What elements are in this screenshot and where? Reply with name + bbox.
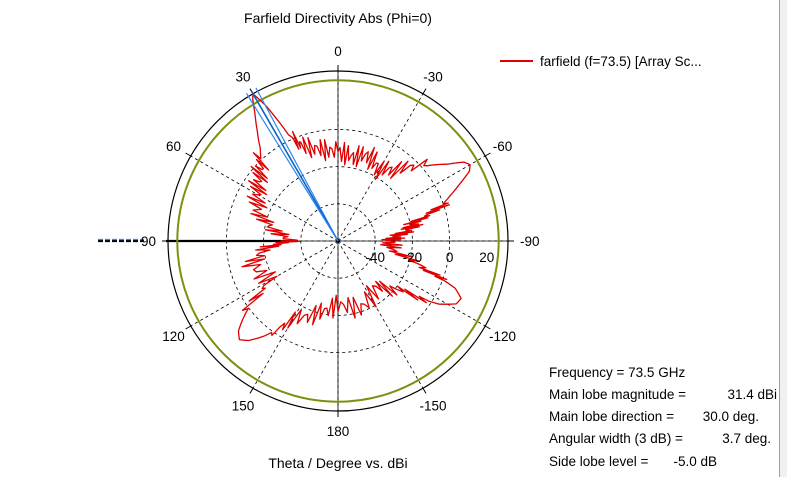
info-angular-width-value: 3.7 deg.: [722, 431, 771, 446]
radial-tick-labels: -40 -20 0 20: [365, 250, 494, 265]
info-main-lobe-direction-label: Main lobe direction =: [549, 409, 674, 424]
radial-tick-label: 0: [446, 250, 454, 265]
grid-spoke: [190, 240, 339, 327]
reference-circle-group: [176, 79, 500, 403]
angle-tick-label: -90: [520, 234, 540, 249]
angle-tick-label: 90: [141, 234, 156, 249]
grid-spoke: [252, 240, 339, 389]
window-edge-scrollbar[interactable]: [779, 0, 787, 477]
polar-grid: [98, 65, 514, 417]
angle-tick: [484, 325, 491, 330]
grid-spoke: [337, 240, 424, 389]
info-main-lobe-direction-value: 30.0 deg.: [703, 409, 759, 424]
beam-line: [255, 87, 339, 242]
angle-tick-label: 120: [162, 329, 185, 344]
angle-tick-label: 30: [235, 69, 250, 84]
angle-tick: [249, 387, 254, 394]
grid-spoke: [337, 240, 486, 327]
angle-tick: [185, 152, 192, 157]
angle-tick-label: -60: [493, 139, 513, 154]
beam-line: [245, 93, 339, 242]
info-side-lobe-value: -5.0 dB: [673, 454, 717, 469]
angle-tick-label: -150: [419, 399, 446, 414]
radial-tick-label: 20: [479, 250, 494, 265]
angle-tick: [422, 88, 427, 95]
reference-circle: [176, 79, 500, 403]
pattern-curve: [237, 93, 471, 342]
angle-tick-labels: 0 -30 -60 -90 -120 -150 180 150 120 90 60 30: [141, 44, 540, 439]
info-angular-width-label: Angular width (3 dB) =: [549, 431, 683, 446]
grid-spoke: [337, 155, 486, 242]
info-frequency: Frequency = 73.5 GHz: [549, 365, 685, 380]
angle-tick-label: 150: [232, 399, 255, 414]
angle-tick-label: 60: [166, 139, 181, 154]
main-lobe-beam-group: [245, 87, 339, 242]
angle-tick-label: -120: [489, 329, 516, 344]
radial-tick-label: -40: [365, 250, 385, 265]
info-panel: Frequency = 73.5 GHz Main lobe magnitude…: [549, 365, 777, 469]
beam-line: [250, 90, 339, 242]
angle-tick-label: -30: [423, 69, 443, 84]
info-side-lobe-label: Side lobe level =: [549, 454, 649, 469]
x-axis-label: Theta / Degree vs. dBi: [268, 455, 407, 471]
angle-tick: [484, 152, 491, 157]
legend-label: farfield (f=73.5) [Array Sc...: [540, 54, 702, 69]
angle-tick: [185, 325, 192, 330]
radial-tick-label: -20: [403, 250, 423, 265]
info-main-lobe-magnitude-value: 31.4 dBi: [727, 387, 777, 402]
grid-spoke: [190, 155, 339, 242]
angle-tick: [422, 387, 427, 394]
pattern-group: [237, 93, 471, 342]
angle-tick-label: 0: [334, 44, 342, 59]
angle-tick-label: 180: [327, 424, 350, 439]
chart-title: Farfield Directivity Abs (Phi=0): [244, 10, 432, 26]
info-main-lobe-magnitude-label: Main lobe magnitude =: [549, 387, 686, 402]
